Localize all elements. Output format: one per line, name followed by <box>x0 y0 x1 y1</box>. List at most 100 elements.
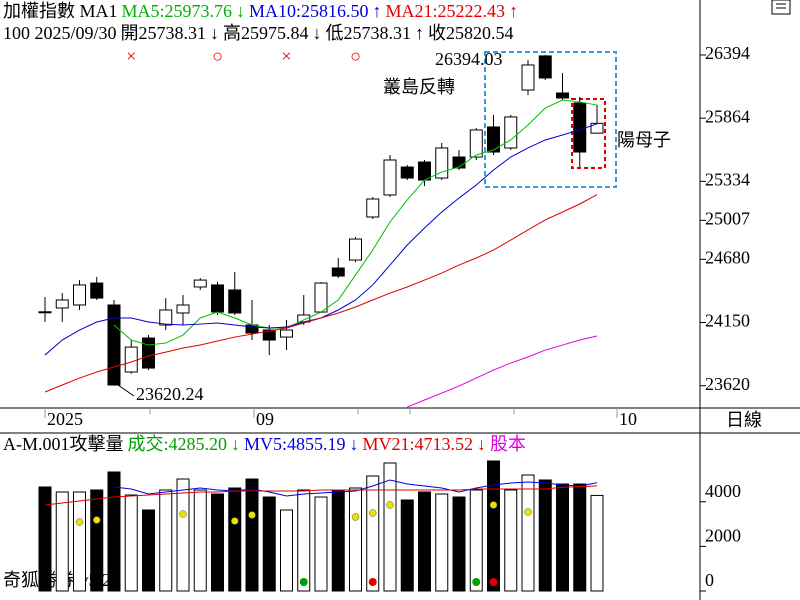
signal-dot <box>351 513 360 521</box>
indicator-value: MA21:25222.43 <box>385 1 506 21</box>
volume-bar <box>521 474 535 592</box>
candle-body <box>504 116 518 149</box>
indicator-value: 開25738.31 <box>120 23 207 43</box>
bottom-dot <box>299 578 308 586</box>
volume-bar <box>573 483 587 592</box>
candle-body <box>124 346 138 373</box>
ohlc-row: 100 2025/09/30 開25738.31 ↓ 高25975.84 ↓ 低25738… <box>3 22 522 44</box>
trend-arrow: ↓ <box>349 434 359 454</box>
y-tick-label: 2000 <box>705 526 741 546</box>
trend-arrow: ↓ <box>236 1 246 21</box>
candle-body <box>73 284 86 306</box>
y-tick-label: 24150 <box>705 311 750 331</box>
candle-body <box>435 147 449 179</box>
trend-arrow: ↓ <box>210 23 220 43</box>
candle-body <box>469 129 483 158</box>
signal: × <box>281 46 291 66</box>
volume-bar <box>193 489 207 592</box>
signal: ○ <box>212 46 223 66</box>
annotation: 26394.03 <box>435 49 503 69</box>
pattern-box <box>571 98 606 169</box>
x-label: 09 <box>256 409 274 429</box>
candle-body <box>142 337 155 369</box>
candle-body <box>38 311 52 314</box>
volume-bar <box>418 491 431 592</box>
y-tick-label: 25007 <box>705 208 750 228</box>
volume-bar <box>400 499 414 592</box>
volume-bar <box>38 486 52 592</box>
y-tick-label: 24680 <box>705 247 750 267</box>
indicator-name: A-M.001攻擊量 <box>3 434 124 454</box>
x-label: 2025 <box>47 409 83 429</box>
signal-dot <box>231 517 239 525</box>
volume-bar <box>435 493 449 592</box>
volume-bar <box>280 509 293 592</box>
candle-body <box>521 64 535 91</box>
volume-bar <box>228 487 242 592</box>
indicator-value: MV21:4713.52 <box>362 434 474 454</box>
volume-bar <box>556 483 569 592</box>
volume-bar <box>245 478 259 592</box>
candle-body <box>538 55 552 79</box>
leader-line <box>117 384 135 397</box>
indicator-value: MA5:25973.76 <box>121 1 233 21</box>
volume-bar <box>73 491 86 592</box>
volume-bar <box>590 494 604 592</box>
signal-dot <box>75 518 84 526</box>
candle-body <box>452 156 466 169</box>
trend-arrow: ↓ <box>477 434 487 454</box>
candle-body <box>331 267 345 277</box>
y-tick-label: 4000 <box>705 481 741 501</box>
volume-bar <box>297 489 311 592</box>
candle-body <box>400 166 414 179</box>
candle-body <box>349 238 362 261</box>
period-label: 日線 <box>726 410 762 430</box>
candle-body <box>383 159 397 196</box>
volume-bar <box>262 496 276 592</box>
price-header: 加權指數 MA1 MA5:25973.76 ↓ MA10:25816.50 ↑ MA21:… <box>3 0 526 22</box>
indicator-name: 加權指數 MA1 <box>3 1 118 21</box>
ma-line <box>113 99 598 346</box>
menu-icon[interactable] <box>771 0 791 15</box>
candle-body <box>366 198 380 218</box>
volume-bar <box>314 496 328 592</box>
signal-dot <box>524 508 532 516</box>
ma-line <box>44 485 598 506</box>
signal: × <box>126 46 136 66</box>
bar-info: 100 2025/09/30 <box>3 23 117 43</box>
volume-bar <box>469 489 483 592</box>
candle-body <box>176 304 190 314</box>
candle-body <box>556 92 569 99</box>
volume-bar <box>55 491 69 592</box>
ma-line <box>44 123 598 356</box>
indicator-value: MV5:4855.19 <box>244 434 346 454</box>
x-label: 10 <box>619 409 637 429</box>
candle-body <box>193 279 207 288</box>
annotation: 陽母子 <box>617 130 671 150</box>
y-tick-label: 26394 <box>705 43 750 63</box>
ma-line <box>44 194 598 393</box>
indicator-value: 成交:4285.20 <box>127 434 228 454</box>
ma-line <box>407 335 598 408</box>
y-tick-label: 25334 <box>705 169 750 189</box>
indicator-value: 收25820.54 <box>428 23 514 43</box>
volume-bar <box>487 460 500 592</box>
candle-body <box>314 282 328 313</box>
annotation: 叢島反轉 <box>383 77 455 97</box>
indicator-value: MA10:25816.50 <box>249 1 369 21</box>
signal-dot <box>489 501 498 509</box>
candle-body <box>487 126 500 153</box>
candle-body <box>107 304 121 386</box>
volume-bar <box>331 489 345 592</box>
y-tick-label: 23620 <box>705 374 750 394</box>
candle-body <box>159 309 173 326</box>
trend-arrow: ↓ <box>312 23 322 43</box>
candle-body <box>573 102 587 153</box>
volume-bar <box>366 475 380 592</box>
signal-dot <box>369 509 377 517</box>
trend-arrow: ↓ <box>231 434 241 454</box>
volume-bar <box>90 489 104 592</box>
volume-bar <box>538 479 552 592</box>
